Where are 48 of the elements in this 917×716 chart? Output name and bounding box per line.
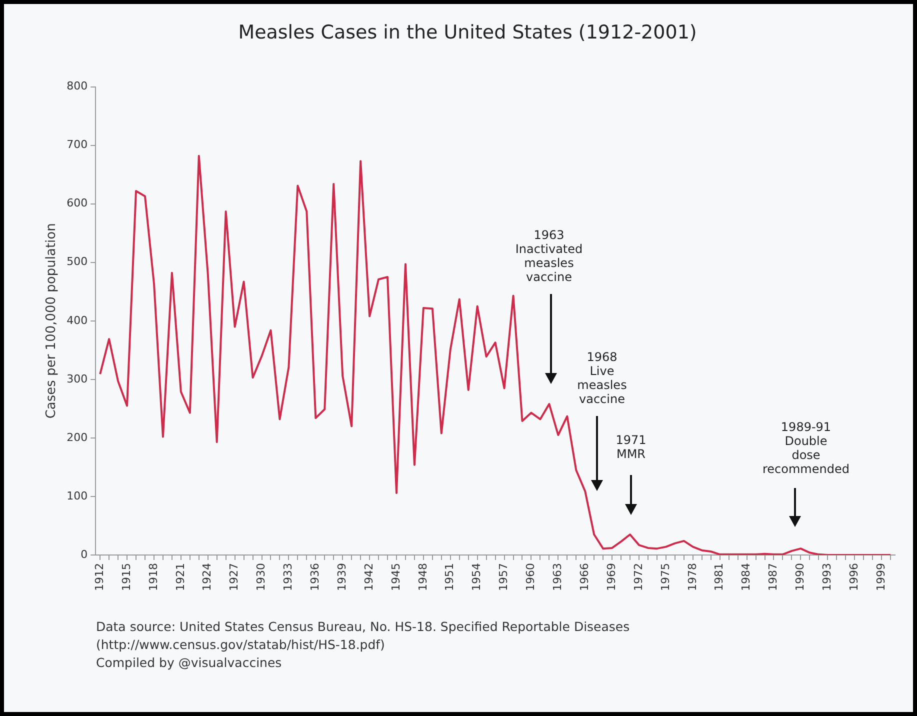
y-tick-label: 300 <box>66 372 88 386</box>
x-tick-label: 1921 <box>174 563 187 592</box>
y-tick-label: 800 <box>66 80 88 93</box>
x-tick-label: 1915 <box>120 563 133 592</box>
chart-title: Measles Cases in the United States (1912-2001) <box>238 21 697 44</box>
x-tick-label: 1933 <box>282 563 295 592</box>
x-tick-label: 1936 <box>308 563 322 592</box>
x-tick-label: 1948 <box>416 563 430 592</box>
x-tick-label: 1939 <box>335 563 348 592</box>
annotation: 1971 MMR <box>614 433 648 461</box>
x-tick-label: 1966 <box>578 563 591 592</box>
x-tick-label: 1975 <box>658 563 672 592</box>
x-tick-label: 1957 <box>497 563 510 592</box>
x-tick-label: 1972 <box>632 563 645 592</box>
x-tick-label: 1960 <box>524 563 538 592</box>
x-tick-label: 1993 <box>820 563 834 592</box>
x-tick-label: 1969 <box>604 563 618 592</box>
text: Compiled by @visualvaccines <box>96 654 283 672</box>
y-tick-label: 600 <box>66 196 88 210</box>
x-tick-label: 1996 <box>847 563 860 592</box>
x-tick-label: 1990 <box>794 563 807 592</box>
annotation: 1963 Inactivated measles vaccine <box>514 228 584 284</box>
y-tick-label: 700 <box>66 138 88 152</box>
x-tick-label: 1951 <box>443 563 456 592</box>
y-tick-label: 200 <box>66 430 88 444</box>
text: (http://www.census.gov/statab/hist/HS-18.pdf) <box>96 636 386 654</box>
x-tick-label: 1918 <box>146 563 160 592</box>
x-tick-label: 1945 <box>389 563 402 592</box>
x-tick-label: 1912 <box>92 563 106 592</box>
y-tick-label: 100 <box>66 489 88 502</box>
y-tick-label: 400 <box>66 314 88 327</box>
x-tick-label: 1924 <box>200 563 214 592</box>
y-tick-label: 0 <box>80 548 88 561</box>
y-tick-label: 500 <box>66 255 88 268</box>
x-tick-label: 1978 <box>686 563 699 592</box>
x-tick-label: 1942 <box>362 563 376 592</box>
y-axis-title: Cases per 100,000 population <box>44 223 60 419</box>
x-tick-label: 1954 <box>470 563 484 592</box>
x-tick-label: 1984 <box>740 563 753 592</box>
x-tick-label: 1987 <box>766 563 780 592</box>
annotation: 1968 Live measles vaccine <box>576 350 628 406</box>
x-tick-label: 1930 <box>254 563 268 592</box>
x-tick-label: 1963 <box>551 563 564 592</box>
x-tick-label: 1927 <box>228 563 241 592</box>
x-tick-label: 1999 <box>874 563 888 592</box>
x-tick-label: 1981 <box>712 563 726 592</box>
source-note: Data source: United States Census Bureau, No. HS-18. Specified Reportable Diseases <box>96 618 630 636</box>
annotation: 1989-91 Double dose recommended <box>762 420 850 476</box>
